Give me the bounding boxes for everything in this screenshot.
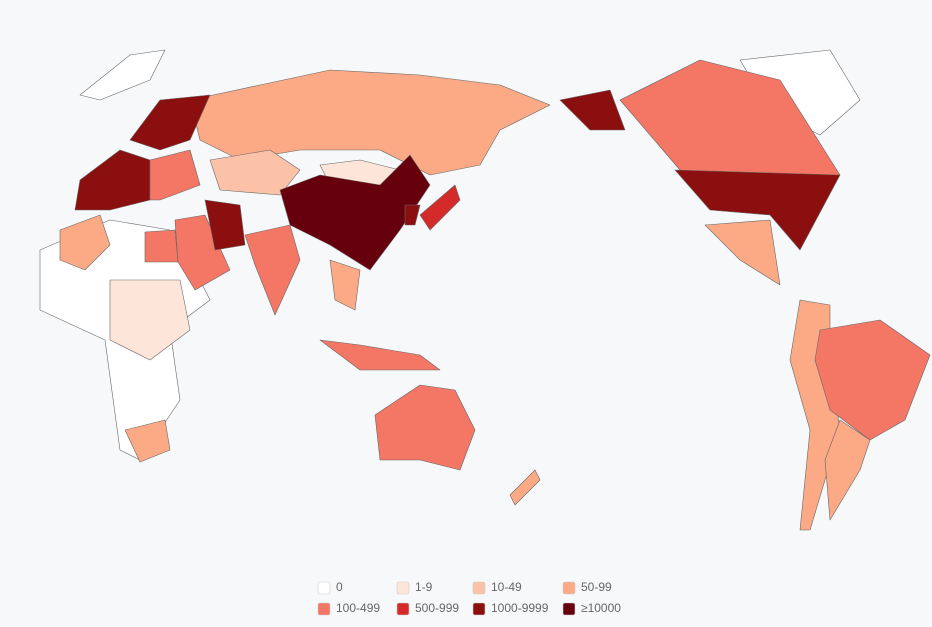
legend-swatch	[317, 602, 331, 616]
legend-label: ≥10000	[581, 601, 621, 615]
scandinavia	[129, 94, 211, 151]
legend-swatch	[317, 581, 331, 595]
legend-swatch	[396, 581, 410, 595]
legend-label: 500-999	[415, 601, 459, 615]
indonesia	[319, 339, 441, 371]
india	[244, 224, 301, 316]
legend-label: 1000-9999	[491, 601, 549, 615]
legend-label: 0	[336, 580, 343, 594]
legend-label: 100-499	[336, 601, 380, 615]
svalbard	[79, 49, 166, 101]
central-africa	[109, 279, 191, 361]
middle-east	[174, 214, 231, 291]
southeast-asia	[329, 259, 361, 311]
legend-label: 50-99	[581, 580, 612, 594]
legend-label: 10-49	[491, 580, 522, 594]
japan	[419, 184, 461, 231]
argentina	[824, 419, 871, 521]
legend-swatch	[472, 602, 486, 616]
south-africa	[124, 419, 171, 463]
iran	[204, 199, 246, 251]
mexico	[704, 219, 781, 286]
legend-swatch	[472, 581, 486, 595]
brazil	[814, 319, 931, 441]
algeria	[59, 214, 111, 271]
alaska	[559, 89, 626, 131]
australia	[374, 384, 476, 471]
legend-swatch	[562, 602, 576, 616]
eastern-europe	[149, 149, 201, 201]
legend: 0 1-9 10-49 50-99 100-499 500-999 1000-9999 ≥10…	[317, 580, 621, 616]
united-states	[674, 169, 841, 251]
korea	[404, 204, 421, 226]
egypt	[144, 229, 179, 263]
new-zealand	[509, 469, 541, 506]
kazakhstan	[209, 149, 301, 196]
countries	[39, 49, 931, 531]
legend-swatch	[562, 581, 576, 595]
legend-swatch	[396, 602, 410, 616]
legend-label: 1-9	[415, 580, 433, 594]
